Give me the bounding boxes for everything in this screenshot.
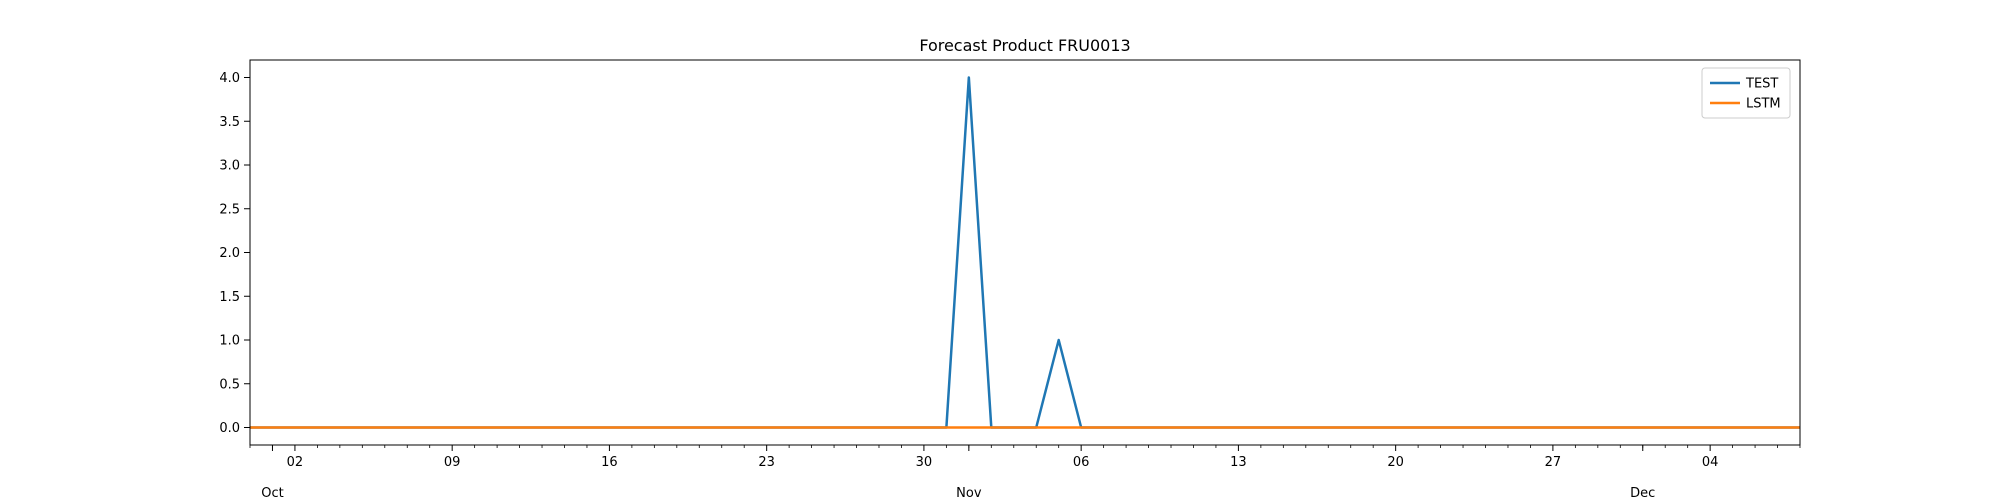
y-tick-label: 2.5 bbox=[219, 202, 240, 217]
legend-label-test: TEST bbox=[1745, 77, 1778, 92]
x-tick-label: 20 bbox=[1387, 455, 1404, 470]
y-axis: 0.0 0.5 1.0 1.5 2.0 2.5 3.0 3.5 4.0 bbox=[219, 71, 250, 436]
x-tick-label: 13 bbox=[1230, 455, 1247, 470]
x-tick-label: 23 bbox=[758, 455, 775, 470]
y-tick-label: 0.0 bbox=[219, 421, 240, 436]
series-layer bbox=[250, 76, 1800, 429]
x-month-label: Dec bbox=[1630, 486, 1655, 500]
y-tick-label: 3.5 bbox=[219, 115, 240, 130]
legend-box bbox=[1701, 67, 1791, 119]
plot-area-frame bbox=[249, 59, 1801, 446]
chart-title: Forecast Product FRU0013 bbox=[919, 36, 1130, 55]
y-tick-label: 0.5 bbox=[219, 377, 240, 392]
y-tick-label: 2.0 bbox=[219, 246, 240, 261]
x-tick-label: 16 bbox=[601, 455, 618, 470]
x-tick-label: 06 bbox=[1073, 455, 1090, 470]
y-tick-label: 1.0 bbox=[219, 334, 240, 349]
y-tick-label: 4.0 bbox=[219, 71, 240, 86]
x-axis: 02 09 16 23 30 06 13 20 27 04 Oct Nov Dec bbox=[249, 445, 1801, 500]
x-tick-label: 30 bbox=[916, 455, 933, 470]
x-month-label: Oct bbox=[261, 486, 283, 500]
series-line-test bbox=[250, 76, 1800, 429]
y-tick-label: 3.0 bbox=[219, 159, 240, 174]
legend-label-lstm: LSTM bbox=[1746, 97, 1781, 112]
x-tick-label: 04 bbox=[1702, 455, 1719, 470]
x-tick-label: 27 bbox=[1545, 455, 1562, 470]
x-month-label: Nov bbox=[956, 486, 982, 500]
x-tick-label: 02 bbox=[287, 455, 304, 470]
y-tick-label: 1.5 bbox=[219, 290, 240, 305]
legend: TEST LSTM bbox=[1701, 67, 1791, 119]
x-tick-label: 09 bbox=[444, 455, 461, 470]
